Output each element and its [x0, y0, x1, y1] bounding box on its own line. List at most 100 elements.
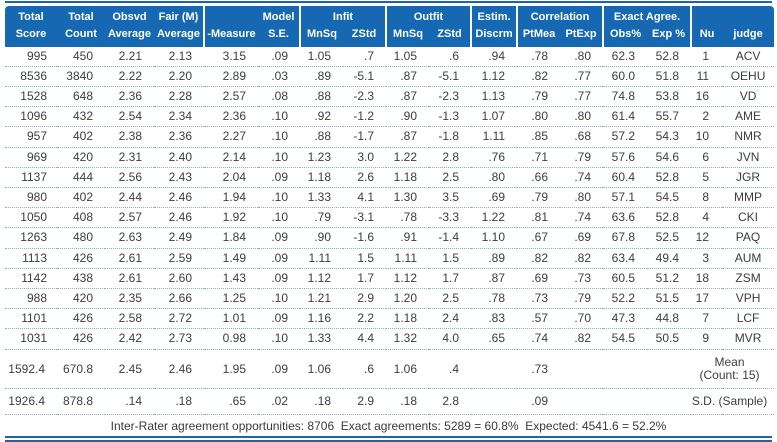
- cell-outfit-mnsq: .18: [386, 388, 430, 415]
- table-row: 1142 438 2.61 2.60 1.43.09 1.12 1.7 1.12 1.7.87.…: [5, 268, 775, 289]
- cell-exact-obs-pct: 60.5: [603, 268, 648, 289]
- cell-outfit-zstd: -1.3: [429, 106, 472, 128]
- cell-exact-obs-pct: 62.3: [603, 46, 648, 67]
- cell-infit-mnsq: .92: [300, 106, 343, 128]
- header-row-1: Total Total Obsvd Fair (M) Model Infit O…: [5, 6, 775, 26]
- cell-total-count: 444: [57, 167, 105, 189]
- header-nu: Nu: [690, 25, 723, 47]
- cell-model-se: .10: [258, 147, 300, 168]
- cell-infit-zstd: 2.9: [343, 388, 387, 415]
- table-row: 1113 426 2.61 2.59 1.49.09 1.11 1.5 1.11 1.5.89.…: [5, 248, 775, 269]
- cell-measure: 1.43: [204, 268, 258, 289]
- cell-nu: 5: [691, 167, 723, 189]
- cell-exact-exp-pct: [647, 388, 692, 415]
- cell-outfit-mnsq: 1.30: [386, 187, 430, 209]
- cell-fair-average: 2.59: [154, 248, 204, 269]
- cell-total-score: 995: [5, 46, 57, 67]
- cell-nu: 18: [691, 268, 723, 289]
- cell-total-count: 450: [57, 46, 105, 67]
- cell-total-score: 1528: [5, 86, 57, 108]
- summary-row: 1592.4 670.8 2.45 2.46 1.95.09 1.06.6 1.06.4.7…: [5, 349, 775, 390]
- cell-infit-zstd: 2.9: [343, 288, 387, 310]
- cell-outfit-mnsq: .87: [386, 66, 430, 88]
- cell-estim-discrm: [471, 388, 518, 415]
- cell-model-se: .09: [258, 167, 300, 189]
- cell-obsvd-average: 2.56: [105, 167, 154, 189]
- cell-ptexp: [560, 388, 604, 415]
- cell-outfit-mnsq: .78: [386, 207, 430, 229]
- cell-outfit-mnsq: .87: [386, 86, 430, 108]
- cell-fair-average: 2.46: [154, 187, 204, 209]
- cell-exact-exp-pct: 54.5: [647, 187, 692, 209]
- cell-exact-obs-pct: 57.2: [603, 126, 648, 148]
- header-group-exact-agree: Exact Agree.: [602, 6, 692, 26]
- cell-outfit-zstd: -3.3: [429, 207, 472, 229]
- cell-infit-zstd: 2.6: [343, 167, 387, 189]
- cell-ptmea: .57: [517, 308, 561, 330]
- cell-measure: 2.14: [204, 147, 258, 168]
- cell-measure: 1.94: [204, 187, 258, 209]
- cell-outfit-zstd: 1.5: [429, 248, 472, 269]
- cell-judge: CKI: [722, 207, 775, 229]
- cell-estim-discrm: .83: [471, 308, 518, 330]
- cell-exact-obs-pct: 52.2: [603, 288, 648, 310]
- table-row: 980 402 2.44 2.46 1.94.10 1.33 4.1 1.30 3.5.69.7…: [5, 187, 775, 209]
- summary-label: Mean (Count: 15): [691, 349, 775, 390]
- cell-ptmea: .78: [517, 46, 561, 67]
- cell-exact-exp-pct: 51.8: [647, 66, 692, 88]
- header-obsvd-1: Obsvd: [105, 6, 154, 26]
- cell-exact-exp-pct: 51.5: [647, 288, 692, 310]
- cell-measure: 3.15: [204, 46, 258, 67]
- cell-infit-mnsq: .89: [300, 66, 343, 88]
- cell-exact-exp-pct: 52.8: [647, 167, 692, 189]
- header-score: Score: [5, 25, 57, 47]
- cell-model-se: .10: [258, 126, 300, 148]
- cell-judge: AUM: [722, 248, 775, 269]
- cell-infit-zstd: 4.1: [343, 187, 387, 209]
- cell-obsvd-average: .14: [105, 388, 154, 415]
- cell-ptexp: .70: [560, 308, 604, 330]
- cell-obsvd-average: 2.58: [105, 308, 154, 330]
- cell-model-se: .09: [258, 308, 300, 330]
- cell-judge: ZSM: [722, 268, 775, 289]
- header-row-2: Score Count Average Average -Measure S.E…: [5, 25, 775, 47]
- cell-total-score: 1142: [5, 268, 57, 289]
- cell-model-se: .09: [258, 46, 300, 67]
- cell-infit-zstd: 1.7: [343, 268, 387, 289]
- cell-infit-mnsq: 1.06: [300, 349, 343, 390]
- cell-model-se: .10: [258, 328, 300, 350]
- cell-outfit-zstd: 3.5: [429, 187, 472, 209]
- cell-exact-exp-pct: 52.5: [647, 227, 692, 249]
- table-body: 995 450 2.21 2.13 3.15.09 1.05.7 1.05.6.94.78.…: [5, 46, 775, 415]
- cell-obsvd-average: 2.61: [105, 248, 154, 269]
- header-right-blank: [690, 6, 775, 26]
- summary-label: S.D. (Sample): [691, 388, 775, 415]
- cell-infit-zstd: 1.5: [343, 248, 387, 269]
- cell-total-count: 402: [57, 126, 105, 148]
- cell-model-se: .10: [258, 106, 300, 128]
- cell-exact-obs-pct: 74.8: [603, 86, 648, 108]
- cell-fair-average: 2.72: [154, 308, 204, 330]
- header-fair-average: Average: [154, 25, 204, 47]
- cell-infit-mnsq: 1.23: [300, 147, 343, 168]
- cell-total-count: 426: [57, 308, 105, 330]
- cell-measure: 1.92: [204, 207, 258, 229]
- cell-estim-discrm: 1.13: [471, 86, 518, 108]
- cell-infit-mnsq: .88: [300, 126, 343, 148]
- cell-infit-mnsq: .90: [300, 227, 343, 249]
- cell-outfit-zstd: -2.3: [429, 86, 472, 108]
- cell-total-count: 438: [57, 268, 105, 289]
- cell-ptmea: .09: [517, 388, 561, 415]
- cell-infit-zstd: 4.4: [343, 328, 387, 350]
- cell-outfit-zstd: -1.8: [429, 126, 472, 148]
- cell-total-count: 426: [57, 328, 105, 350]
- cell-nu: 9: [691, 328, 723, 350]
- cell-model-se: .09: [258, 268, 300, 289]
- cell-judge: AME: [722, 106, 775, 128]
- cell-ptexp: .69: [560, 227, 604, 249]
- cell-fair-average: .18: [154, 388, 204, 415]
- cell-outfit-zstd: -5.1: [429, 66, 472, 88]
- table-row: 1101 426 2.58 2.72 1.01.09 1.16 2.2 1.18 2.4.83.…: [5, 308, 775, 330]
- cell-exact-obs-pct: [603, 388, 648, 415]
- cell-obsvd-average: 2.45: [105, 349, 154, 390]
